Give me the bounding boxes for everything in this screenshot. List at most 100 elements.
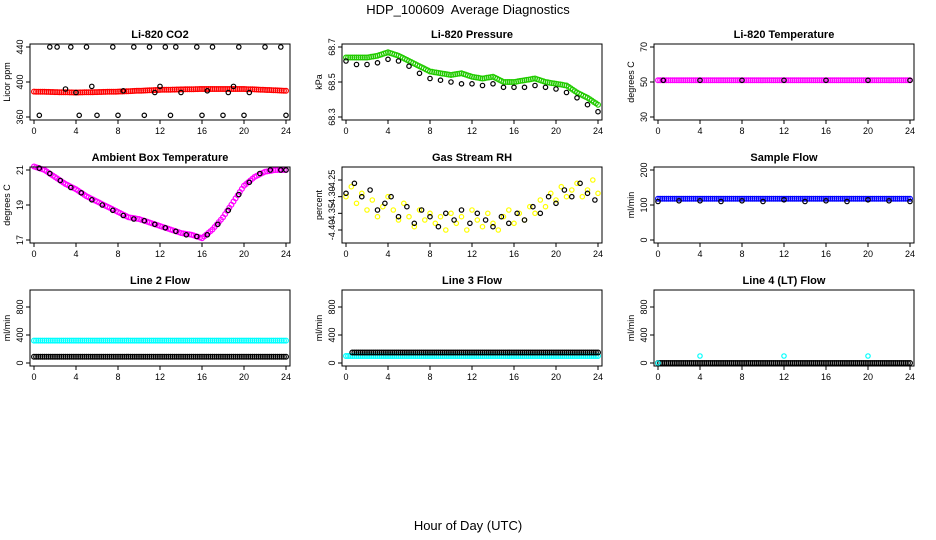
data-point <box>236 353 243 360</box>
y-tick-label: 800 <box>327 299 337 314</box>
y-axis-label: degrees C <box>626 61 636 103</box>
data-point <box>46 44 53 50</box>
x-tick-label: 16 <box>197 249 207 259</box>
data-point <box>571 349 578 356</box>
y-tick-label: 400 <box>15 74 25 89</box>
data-point <box>131 337 138 344</box>
data-point <box>799 77 806 84</box>
data-point <box>152 337 159 344</box>
data-point <box>904 77 911 84</box>
data-point <box>747 77 754 84</box>
data-point <box>521 217 528 223</box>
data-point <box>245 353 252 360</box>
data-point <box>31 353 38 360</box>
x-tick-label: 20 <box>239 126 249 136</box>
x-tick-label: 24 <box>281 126 291 136</box>
y-tick-label: 800 <box>639 299 649 314</box>
data-point <box>255 337 262 344</box>
x-tick-label: 16 <box>197 372 207 382</box>
y-tick-label: 70 <box>639 42 649 52</box>
data-point <box>545 193 552 200</box>
y-tick-label: -4.35 <box>327 203 337 224</box>
data-point <box>100 337 107 344</box>
data-point <box>810 360 817 367</box>
data-point <box>353 61 360 68</box>
data-point <box>844 198 850 205</box>
data-point <box>432 220 439 227</box>
data-point <box>89 197 95 203</box>
data-point <box>150 337 157 344</box>
data-point <box>789 195 796 202</box>
data-point <box>532 210 538 217</box>
data-point <box>230 85 237 92</box>
data-point <box>757 77 764 84</box>
data-point <box>173 337 180 344</box>
data-point <box>542 84 549 91</box>
x-tick-label: 12 <box>779 249 789 259</box>
data-point <box>410 349 417 356</box>
data-point <box>224 353 231 360</box>
data-point <box>163 353 170 360</box>
data-point <box>205 353 212 360</box>
data-point <box>561 187 568 193</box>
data-point <box>684 360 691 367</box>
data-point <box>589 177 596 183</box>
y-tick-label: 19 <box>15 200 25 210</box>
data-point <box>397 349 404 356</box>
data-point <box>504 349 511 356</box>
data-point <box>102 353 109 360</box>
data-point <box>502 349 509 356</box>
data-point <box>241 353 248 360</box>
data-point <box>236 44 242 50</box>
data-point <box>483 349 490 356</box>
data-point <box>684 195 691 202</box>
data-point <box>178 353 185 360</box>
data-point <box>93 337 100 344</box>
data-point <box>592 349 599 356</box>
data-point <box>171 337 178 344</box>
data-point <box>540 349 547 356</box>
data-point <box>789 77 796 84</box>
data-point <box>673 360 680 367</box>
data-point <box>694 77 701 84</box>
chart-panel-6: Sample Flow ml/min 0 4 8 12 16 20 24 0 100 200 <box>626 152 915 259</box>
data-point <box>112 353 119 360</box>
data-point <box>127 353 134 360</box>
x-tick-label: 24 <box>905 249 915 259</box>
x-tick-label: 12 <box>467 249 477 259</box>
data-point <box>820 360 827 367</box>
y-tick-label: 400 <box>327 327 337 342</box>
data-point <box>519 349 526 356</box>
data-point <box>146 353 153 360</box>
data-point <box>355 349 362 356</box>
data-point <box>568 187 575 193</box>
x-tick-label: 4 <box>73 249 78 259</box>
data-point <box>79 353 86 360</box>
x-tick-label: 20 <box>863 126 873 136</box>
data-point <box>232 337 239 344</box>
data-point <box>694 360 701 367</box>
data-point <box>220 85 227 92</box>
data-point <box>458 213 465 220</box>
data-point <box>420 349 427 356</box>
data-point <box>511 349 518 356</box>
data-point <box>199 337 206 344</box>
data-point <box>718 198 724 205</box>
data-point <box>159 353 166 360</box>
data-point <box>471 349 478 356</box>
data-point <box>94 112 100 119</box>
data-point <box>60 337 67 344</box>
data-point <box>62 86 69 92</box>
data-point <box>537 197 544 203</box>
data-point <box>726 77 733 84</box>
data-point <box>715 360 722 367</box>
data-point <box>283 112 289 119</box>
data-point <box>582 349 589 356</box>
chart-panel-1: Li-820 CO2 Licor ppm 0 4 8 12 16 20 24 360 400 440 <box>2 29 291 136</box>
data-point <box>226 85 233 92</box>
x-tick-label: 4 <box>697 126 702 136</box>
data-point <box>595 190 601 197</box>
data-point <box>136 337 143 344</box>
data-point <box>199 85 206 92</box>
data-point <box>563 193 570 200</box>
